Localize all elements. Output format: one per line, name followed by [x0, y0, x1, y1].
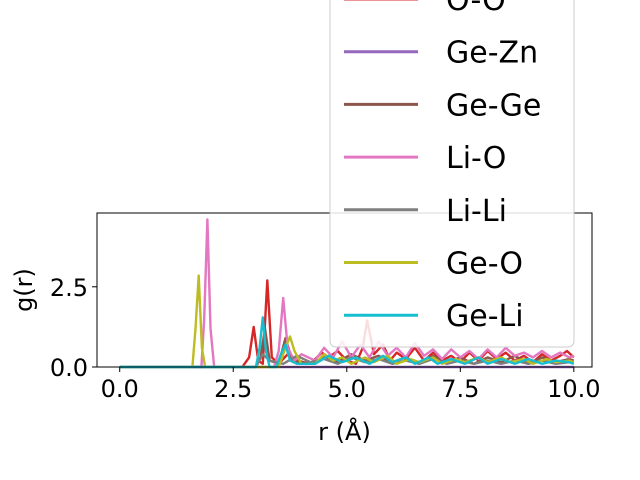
x-axis-label: r (Å) — [318, 417, 371, 446]
legend-label-li-o: Li-O — [446, 141, 506, 176]
legend-label-li-li: Li-Li — [446, 194, 507, 229]
x-tick-label: 5.0 — [328, 375, 366, 403]
series-line-li-o — [119, 218, 575, 369]
y-axis-label: g(r) — [10, 268, 38, 312]
x-tick-label: 10.0 — [547, 375, 600, 403]
x-tick-label: 2.5 — [214, 375, 252, 403]
legend-label-o-o: O-O — [446, 0, 506, 18]
legend: O-O Ge-Zn Ge-Ge Li-O Li-Li Ge-O Ge-Li — [329, 0, 575, 348]
x-tick-label: 0.0 — [101, 375, 139, 403]
legend-label-ge-ge: Ge-Ge — [446, 88, 541, 123]
y-tick-label: 0.0 — [50, 354, 88, 382]
legend-label-ge-li: Ge-Li — [446, 299, 524, 334]
legend-label-ge-o: Ge-O — [446, 247, 523, 282]
x-tick-label: 7.5 — [441, 375, 479, 403]
ticks-layer: 0.0 2.5 5.0 7.5 10.0 0.0 2.5 — [50, 274, 601, 403]
y-tick-label: 2.5 — [50, 274, 88, 302]
legend-box — [329, 0, 575, 348]
legend-label-ge-zn: Ge-Zn — [446, 36, 538, 71]
